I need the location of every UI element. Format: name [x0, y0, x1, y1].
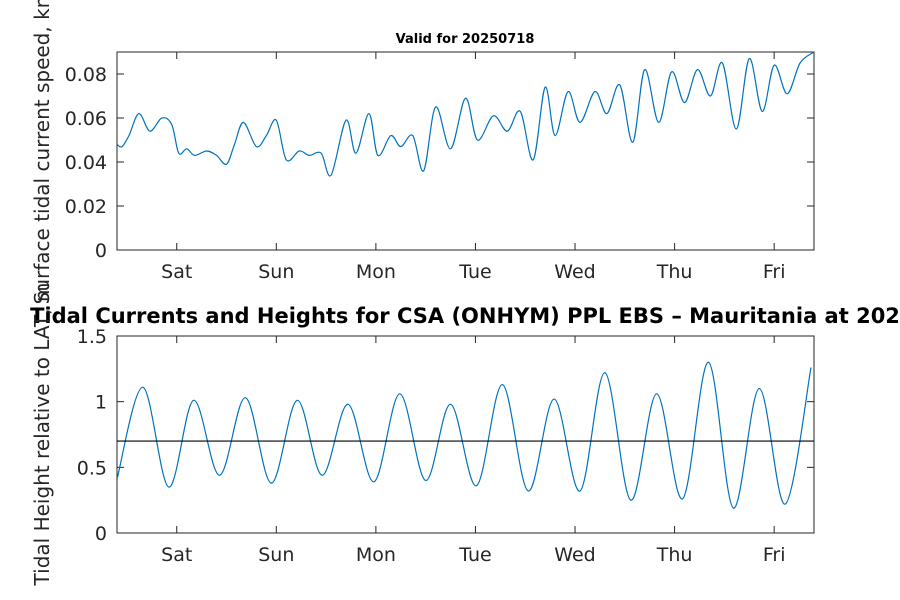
top-xtick-label: Sat — [161, 261, 192, 283]
top-xtick-label: Sun — [258, 261, 294, 283]
tidal-height-chart: Tidal Currents and Heights for CSA (ONHY… — [30, 283, 900, 587]
bottom-xtick-label: Sun — [258, 544, 294, 566]
bottom-xtick-label: Fri — [763, 544, 786, 566]
bottom-ytick-label: 0 — [95, 523, 107, 545]
top-series-line — [117, 52, 814, 177]
top-ytick-label: 0.04 — [65, 152, 107, 174]
bottom-xtick-label: Sat — [161, 544, 192, 566]
top-ytick-label: 0.02 — [65, 196, 107, 218]
chart-top-title: Valid for 20250718 — [396, 32, 535, 47]
chart-bottom-title: Tidal Currents and Heights for CSA (ONHY… — [30, 304, 900, 328]
top-ytick-label: 0.08 — [65, 64, 107, 86]
top-xtick-label: Wed — [554, 261, 595, 283]
chart-top-ylabel: Surface tidal current speed, kn — [30, 0, 54, 304]
bottom-series-line — [117, 361, 812, 509]
bottom-ytick-label: 1.5 — [77, 326, 107, 348]
bottom-plot-area — [116, 335, 815, 534]
top-xtick-label: Thu — [656, 261, 693, 283]
bottom-ytick-label: 1 — [95, 392, 107, 414]
chart-bottom-ylabel: Tidal Height relative to LAT, m — [30, 283, 54, 587]
bottom-xtick-label: Thu — [656, 544, 693, 566]
top-xtick-label: Tue — [458, 261, 491, 283]
bottom-xtick-label: Mon — [356, 544, 396, 566]
current-speed-chart: Valid for 20250718 Surface tidal current… — [30, 0, 815, 304]
bottom-ytick-label: 0.5 — [77, 457, 107, 479]
bottom-xtick-label: Tue — [458, 544, 491, 566]
top-xtick-label: Mon — [356, 261, 396, 283]
top-plot-area — [116, 51, 815, 251]
top-ytick-label: 0 — [95, 240, 107, 262]
top-xtick-label: Fri — [763, 261, 786, 283]
top-ytick-label: 0.06 — [65, 108, 107, 130]
bottom-xtick-label: Wed — [554, 544, 595, 566]
